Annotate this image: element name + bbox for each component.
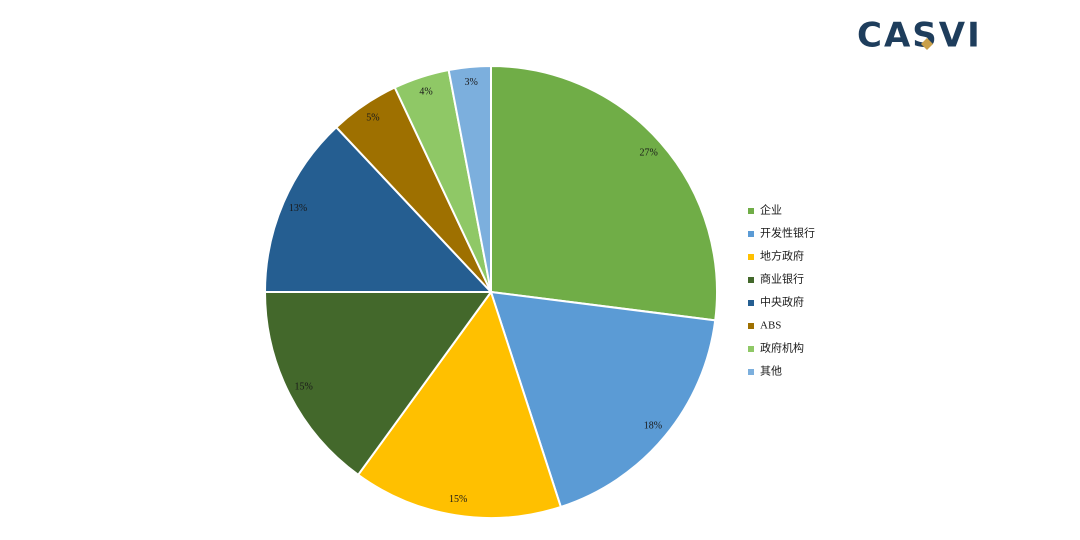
legend-marker: [748, 254, 754, 260]
legend-label: 中央政府: [760, 295, 804, 309]
data-label: 15%: [449, 494, 467, 505]
legend-marker: [748, 300, 754, 306]
data-label: 3%: [465, 77, 478, 88]
data-label: 27%: [639, 147, 657, 158]
legend-marker: [748, 231, 754, 237]
data-label: 13%: [289, 203, 307, 214]
data-label: 15%: [295, 382, 313, 393]
legend-marker: [748, 323, 754, 329]
pie-slice: [356, 289, 563, 519]
legend-marker: [748, 208, 754, 214]
pie-slice: [490, 64, 718, 322]
pie-slice: [263, 291, 493, 477]
pie-slice: [447, 64, 492, 293]
logo-diamond: [921, 38, 933, 50]
pie-slice: [489, 290, 717, 509]
legend-label: 地方政府: [760, 249, 804, 263]
legend-marker: [748, 346, 754, 352]
data-label: 4%: [419, 86, 432, 97]
legend-label: 开发性银行: [760, 226, 815, 240]
legend-marker: [748, 369, 754, 375]
legend-marker: [748, 277, 754, 283]
legend-label: 商业银行: [760, 272, 804, 286]
data-label: 18%: [644, 420, 662, 431]
data-label: 5%: [366, 112, 379, 123]
legend-label: 企业: [760, 203, 782, 217]
legend-label: 其他: [760, 365, 782, 378]
pie-slice: [263, 125, 494, 293]
logo: CASVI: [857, 16, 982, 56]
legend-label: 政府机构: [760, 341, 804, 355]
legend-label: ABS: [760, 320, 781, 332]
